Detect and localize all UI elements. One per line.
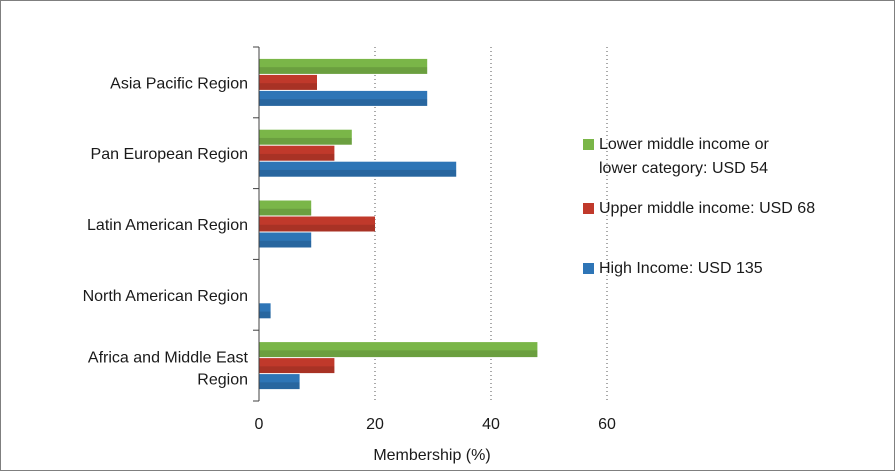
bar-1-3	[259, 200, 312, 216]
bar-2-3	[259, 216, 375, 232]
bar-shade	[259, 311, 271, 319]
bar-shade	[259, 350, 538, 358]
bar-shade	[259, 208, 312, 216]
bar-shade	[259, 67, 428, 74]
legend-swatch	[583, 263, 594, 274]
bar-shade	[259, 224, 375, 232]
legend-label: Upper middle income: USD 68	[599, 200, 815, 217]
category-label: Latin American Region	[87, 217, 248, 234]
bar-shade	[259, 137, 352, 145]
bar-1-1	[259, 58, 428, 74]
legend-label: High Income: USD 135	[599, 260, 763, 277]
x-tick-label: 20	[366, 416, 384, 433]
bar-shade	[259, 240, 312, 248]
bar-shade	[259, 366, 335, 374]
bar-1-2	[259, 129, 352, 145]
bar-3-2	[259, 161, 457, 177]
category-label: North American Region	[83, 288, 248, 305]
bar-3-1	[259, 90, 428, 106]
bar-3-4	[259, 303, 271, 319]
category-label: Asia Pacific Region	[110, 75, 248, 92]
bar-shade	[259, 99, 428, 106]
category-label: Pan European Region	[91, 146, 248, 163]
bar-shade	[259, 83, 317, 90]
x-tick-label: 0	[255, 416, 264, 433]
bar-3-5	[259, 374, 300, 390]
bar-1-5	[259, 342, 538, 358]
bar-2-2	[259, 145, 335, 161]
bar-shade	[259, 153, 335, 161]
bar-2-5	[259, 358, 335, 374]
category-label: Africa and Middle East Region	[88, 350, 249, 389]
bar-2-1	[259, 74, 317, 90]
x-tick-label: 60	[598, 416, 616, 433]
bar-shade	[259, 169, 457, 177]
x-tick-label: 40	[482, 416, 500, 433]
legend-swatch	[583, 203, 594, 214]
bar-shade	[259, 382, 300, 390]
legend-label: Lower middle income or lower category: US…	[599, 136, 770, 177]
legend-swatch	[583, 139, 594, 150]
x-axis-label: Membership (%)	[373, 447, 490, 464]
bar-3-3	[259, 232, 312, 248]
